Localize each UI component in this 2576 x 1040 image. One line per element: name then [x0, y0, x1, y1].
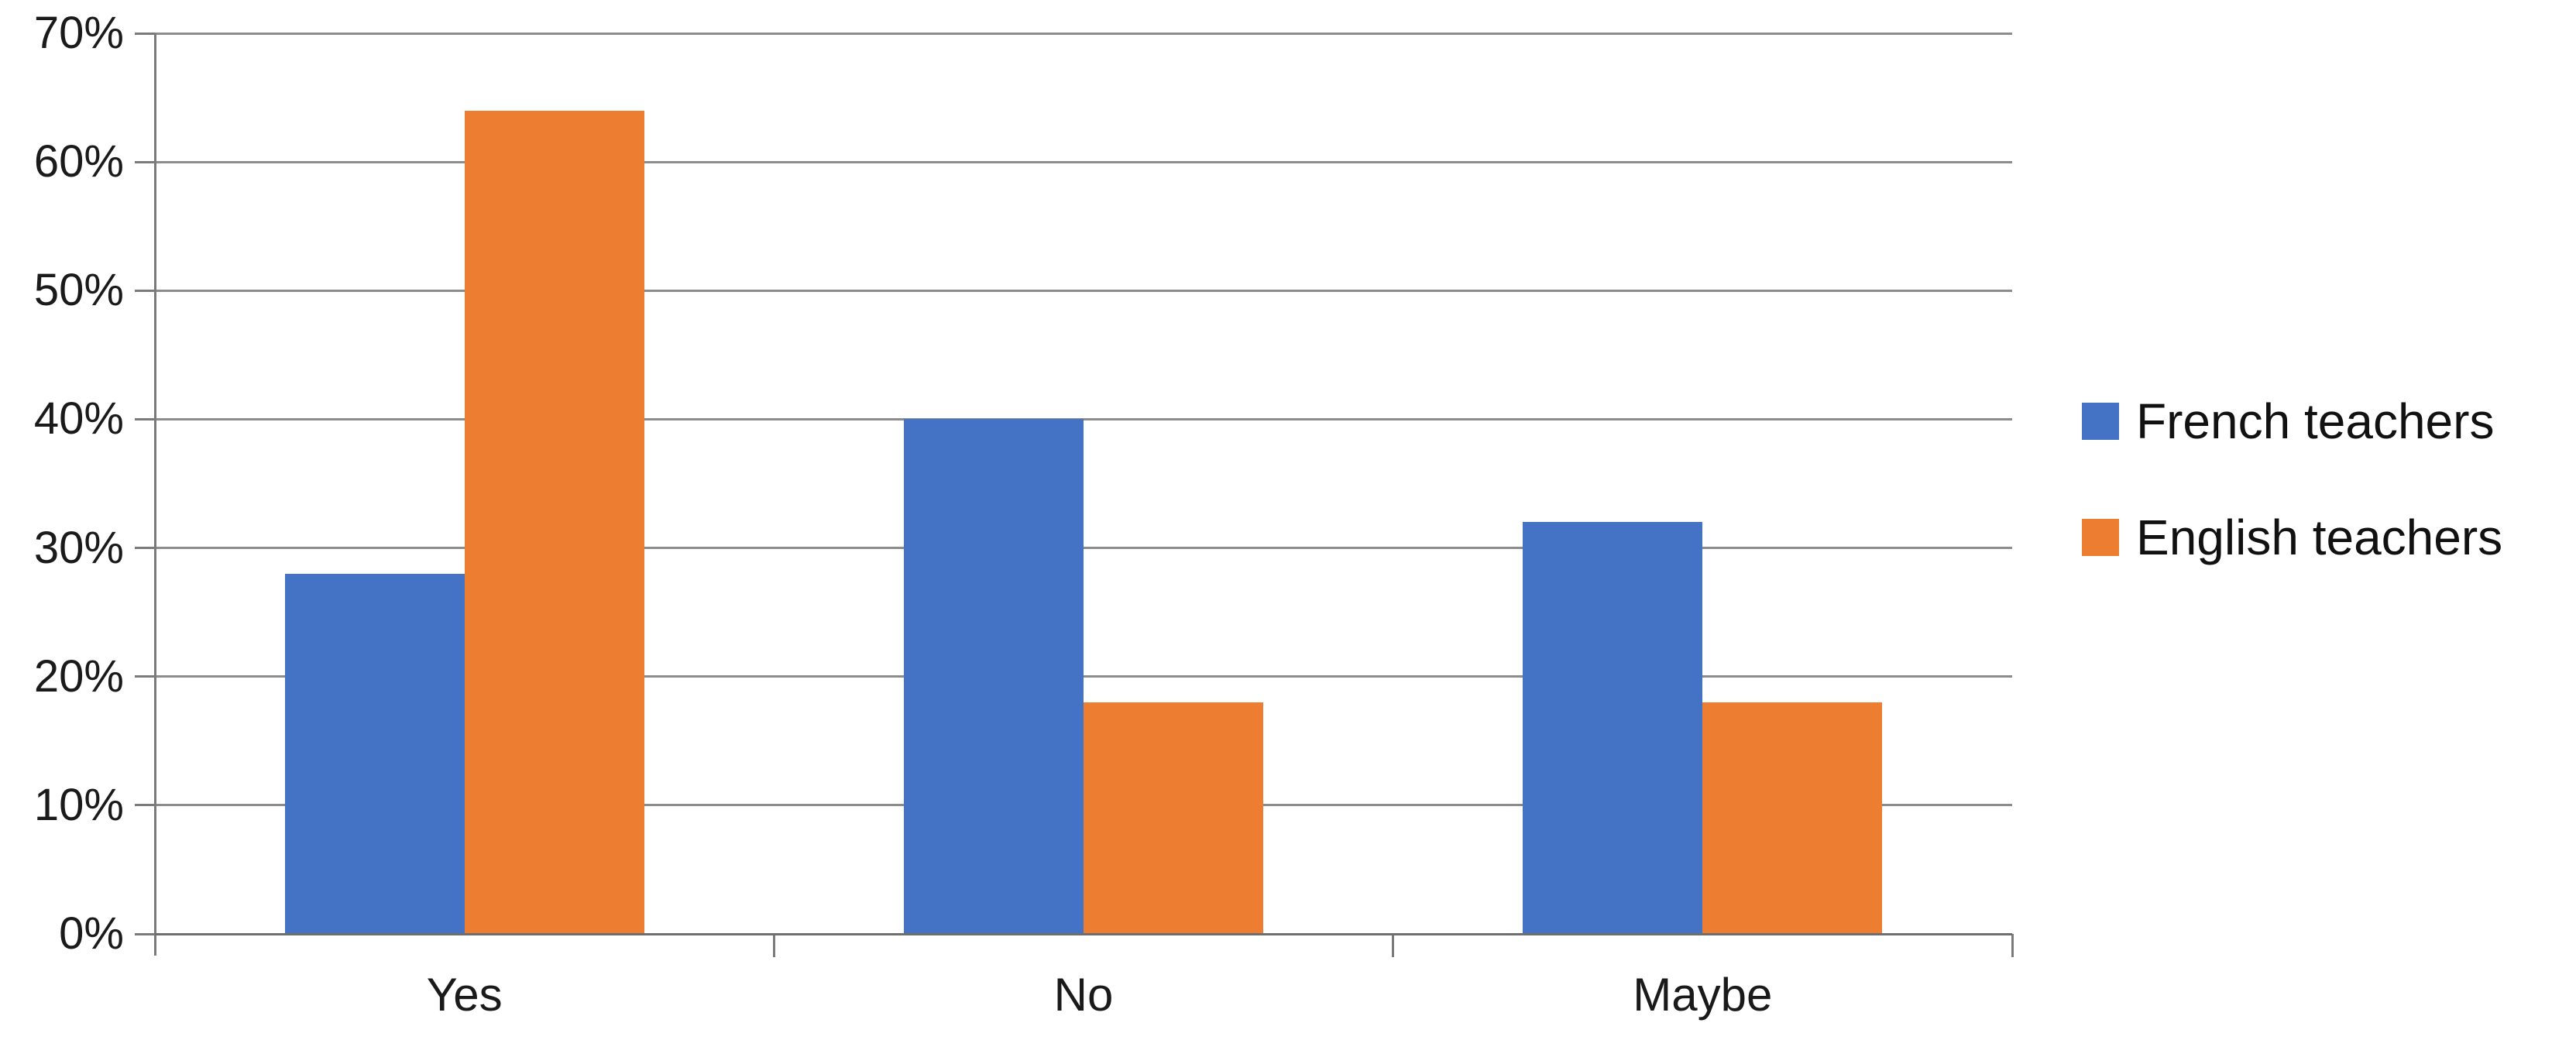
y-axis-tick-label: 40% [33, 393, 124, 444]
x-axis-tick-mark [772, 934, 775, 957]
x-axis-category-label: Maybe [1633, 969, 1773, 1021]
legend-item-french-teachers: French teachers [2082, 393, 2502, 449]
x-axis-tick-mark [2011, 934, 2014, 957]
x-axis-category-label: No [1053, 969, 1114, 1021]
gridline-40 [155, 417, 2012, 420]
legend-item-english-teachers: English teachers [2082, 510, 2502, 565]
x-axis-category-label: Yes [426, 969, 503, 1021]
y-axis-tick-mark [135, 32, 155, 35]
y-axis-tick-mark [135, 804, 155, 807]
legend: French teachers English teachers [2082, 393, 2502, 565]
y-axis-tick-mark [135, 417, 155, 420]
y-axis-tick-label: 0% [59, 908, 124, 959]
y-axis-tick-mark [135, 675, 155, 678]
bar-english-no [1084, 702, 1263, 934]
bar-english-maybe [1702, 702, 1883, 934]
gridline-60 [155, 160, 2012, 163]
y-axis-tick-label: 30% [33, 522, 124, 573]
y-axis-tick-mark [135, 289, 155, 292]
x-axis-line [155, 932, 2012, 935]
legend-label-english-teachers: English teachers [2136, 510, 2503, 565]
gridline-50 [155, 289, 2012, 292]
legend-label-french-teachers: French teachers [2136, 393, 2495, 449]
y-axis-tick-label: 60% [33, 136, 124, 187]
y-axis-tick-mark [135, 547, 155, 550]
y-axis-tick-label: 20% [33, 650, 124, 702]
legend-swatch-english-teachers-icon [2082, 519, 2119, 556]
gridline-30 [155, 547, 2012, 550]
y-axis-tick-label: 50% [33, 265, 124, 316]
x-axis-tick-mark [1392, 934, 1395, 957]
y-axis-line [153, 33, 156, 956]
y-axis-tick-mark [135, 932, 155, 935]
bar-french-yes [284, 573, 465, 934]
legend-swatch-french-teachers-icon [2082, 403, 2119, 440]
y-axis-tick-label: 70% [33, 8, 124, 58]
bar-french-maybe [1523, 522, 1703, 934]
y-axis-tick-mark [135, 160, 155, 163]
y-axis-tick-label: 10% [33, 779, 124, 830]
bar-english-yes [464, 110, 644, 934]
gridline-70 [155, 32, 2012, 35]
gridline-20 [155, 675, 2012, 678]
bar-french-no [904, 419, 1084, 934]
